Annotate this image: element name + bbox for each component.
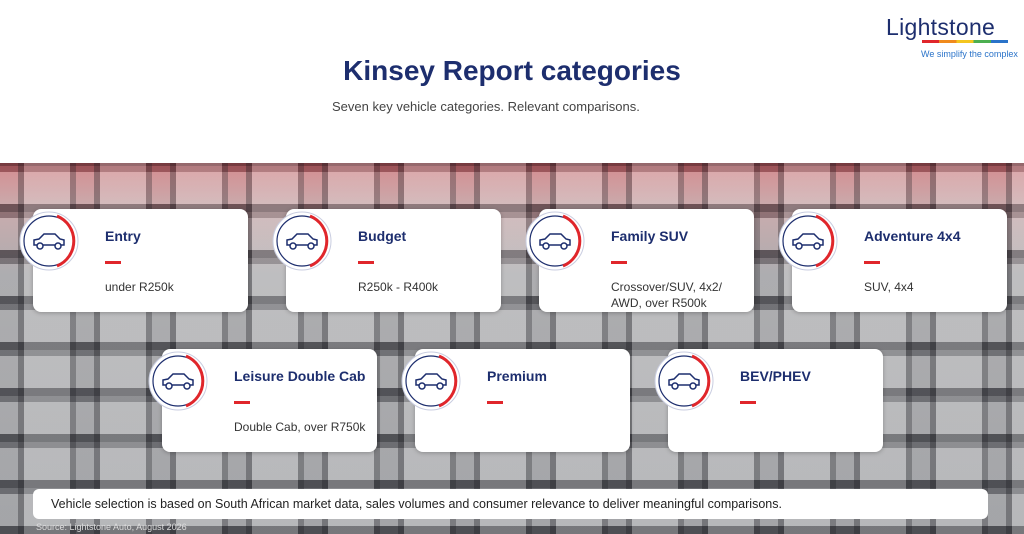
icon	[776, 209, 840, 278]
description-line: AWD, over R500k	[611, 296, 707, 310]
red-dash	[487, 401, 503, 404]
description-line: R250k - R400k	[358, 280, 439, 294]
icon	[652, 349, 716, 418]
description-line: under R250k	[105, 280, 174, 294]
tagline: We simplify the complex	[921, 49, 1018, 59]
logo: Lightstone	[886, 14, 996, 40]
car-icon	[148, 351, 208, 411]
footer-note: Vehicle selection is based on South Afri…	[51, 497, 782, 511]
category-card: Leisure Double Cab Double Cab, over R750k	[148, 349, 377, 452]
title: Kinsey Report categories	[343, 55, 681, 86]
source: Source: Lightstone Auto, August 2026	[36, 522, 187, 532]
description: R250k - R400k	[358, 279, 438, 295]
card-title: Adventure 4x4	[864, 228, 961, 244]
card-title: Entry	[105, 228, 141, 244]
red-dash	[358, 261, 374, 264]
red-dash	[105, 261, 121, 264]
description-line: Crossover/SUV, 4x2/	[611, 280, 722, 294]
card-title: Premium	[487, 368, 547, 384]
card-title: Family SUV	[611, 228, 689, 244]
category-card: BEV/PHEV	[654, 349, 883, 452]
category-card: Budget R250k - R400k	[272, 209, 501, 312]
card-title: Leisure Double Cab	[234, 368, 366, 384]
description-line: Double Cab, over R750k	[234, 420, 366, 434]
description: under R250k	[105, 279, 174, 295]
car-icon	[401, 351, 461, 411]
category-card: Adventure 4x4 SUV, 4x4	[778, 209, 1007, 312]
card-title: BEV/PHEV	[740, 368, 811, 384]
card-title: Budget	[358, 228, 407, 244]
icon	[270, 209, 334, 278]
note-box: Vehicle selection is based on South Afri…	[33, 489, 988, 519]
category-card: Entry under R250k	[19, 209, 248, 312]
icon	[399, 349, 463, 418]
red-dash	[611, 261, 627, 264]
red-dash	[740, 401, 756, 404]
icon	[146, 349, 210, 418]
subtitle: Seven key vehicle categories. Relevant c…	[332, 99, 640, 114]
description: SUV, 4x4	[864, 279, 914, 295]
icon	[523, 209, 587, 278]
description: Crossover/SUV, 4x2/AWD, over R500k	[611, 279, 722, 311]
car-icon	[778, 211, 838, 271]
icon	[17, 209, 81, 278]
car-icon	[525, 211, 585, 271]
category-card: Premium	[401, 349, 630, 452]
red-dash	[864, 261, 880, 264]
description: Double Cab, over R750k	[234, 419, 365, 435]
car-icon	[272, 211, 332, 271]
car-icon	[19, 211, 79, 271]
car-icon	[654, 351, 714, 411]
category-card: Family SUV Crossover/SUV, 4x2/AWD, over R…	[525, 209, 754, 312]
logo-underline	[922, 40, 1008, 43]
red-dash	[234, 401, 250, 404]
description-line: SUV, 4x4	[864, 280, 914, 294]
